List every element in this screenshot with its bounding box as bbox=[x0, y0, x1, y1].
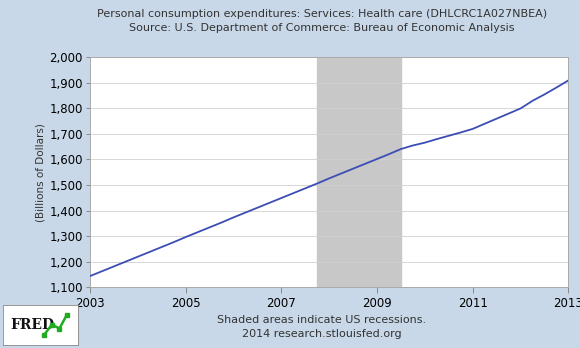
Text: Shaded areas indicate US recessions.: Shaded areas indicate US recessions. bbox=[218, 315, 426, 325]
Text: Source: U.S. Department of Commerce: Bureau of Economic Analysis: Source: U.S. Department of Commerce: Bur… bbox=[129, 23, 514, 33]
Text: Personal consumption expenditures: Services: Health care (DHLCRC1A027NBEA): Personal consumption expenditures: Servi… bbox=[97, 9, 547, 19]
Text: 2014 research.stlouisfed.org: 2014 research.stlouisfed.org bbox=[242, 329, 402, 339]
Y-axis label: (Billions of Dollars): (Billions of Dollars) bbox=[35, 123, 45, 222]
Bar bbox=[317, 57, 401, 287]
Text: FRED: FRED bbox=[10, 317, 55, 332]
